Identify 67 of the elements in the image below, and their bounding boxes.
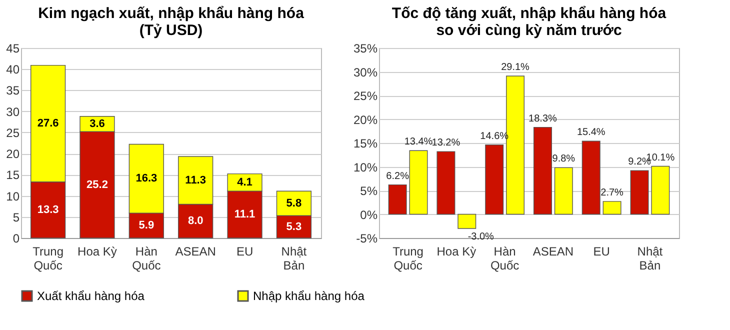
x-tick-label: Hoa Kỳ bbox=[78, 244, 117, 258]
data-label: -3.0% bbox=[468, 232, 494, 242]
data-label: 29.1% bbox=[501, 62, 530, 74]
x-tick-label: EU bbox=[593, 244, 610, 258]
data-label: 2.7% bbox=[600, 187, 624, 198]
data-label: 16.3 bbox=[136, 172, 158, 185]
legend-label: Nhập khẩu hàng hóa bbox=[253, 289, 365, 303]
y-tick-label: 25 bbox=[6, 126, 20, 140]
data-label: 5.3 bbox=[286, 220, 302, 233]
y-tick-label: 10% bbox=[353, 160, 378, 174]
y-tick-label: 20% bbox=[353, 112, 378, 127]
bar bbox=[602, 201, 622, 215]
data-label: 5.8 bbox=[286, 197, 302, 210]
data-label: 11.1 bbox=[234, 208, 256, 221]
x-tick-label: ASEAN bbox=[175, 244, 216, 258]
y-tick-label: 0% bbox=[360, 208, 378, 222]
data-label: 3.6 bbox=[90, 118, 105, 130]
y-tick-label: 25% bbox=[353, 89, 378, 103]
y-tick-label: 10 bbox=[6, 189, 20, 204]
data-label: 15.4% bbox=[576, 127, 606, 138]
data-label: 18.3% bbox=[528, 113, 558, 124]
x-tick-label: Nhật Bản bbox=[281, 244, 308, 272]
y-tick-label: 0 bbox=[12, 232, 20, 246]
chart-title: Kim ngạch xuất, nhập khẩu hàng hóa (Tỷ USD) bbox=[38, 5, 305, 39]
bar bbox=[554, 167, 573, 215]
y-tick-label: 5% bbox=[360, 184, 378, 198]
data-label: 13.3 bbox=[37, 204, 59, 216]
data-label: 25.2 bbox=[86, 178, 108, 191]
bar bbox=[409, 150, 428, 215]
y-tick-label: 30% bbox=[353, 65, 378, 80]
y-tick-label: 15 bbox=[6, 168, 20, 182]
data-label: 4.1 bbox=[237, 176, 252, 188]
y-tick-label: 5 bbox=[12, 210, 20, 224]
x-tick-label: Hoa Kỳ bbox=[436, 244, 476, 258]
data-label: 6.2% bbox=[386, 170, 410, 182]
data-label: 9.8% bbox=[552, 154, 576, 165]
y-tick-label: 35% bbox=[353, 42, 378, 56]
y-tick-label: 40 bbox=[6, 62, 20, 77]
x-tick-label: Nhật Bản bbox=[637, 244, 664, 272]
data-label: 11.3 bbox=[185, 174, 206, 186]
y-tick-label: 35 bbox=[6, 84, 20, 98]
data-label: 27.6 bbox=[37, 118, 59, 130]
bar bbox=[485, 144, 504, 215]
y-tick-label: 15% bbox=[353, 136, 378, 150]
bar bbox=[651, 166, 670, 215]
x-tick-label: ASEAN bbox=[532, 244, 574, 258]
bar bbox=[582, 140, 600, 215]
x-tick-label: Hàn Quốc bbox=[490, 244, 520, 272]
x-tick-label: Trung Quốc bbox=[32, 244, 64, 272]
bar bbox=[458, 214, 476, 229]
y-tick-label: 30 bbox=[6, 104, 20, 119]
bar bbox=[533, 126, 552, 215]
legend-label: Xuất khẩu hàng hóa bbox=[37, 289, 145, 303]
y-tick-label: 20 bbox=[6, 147, 20, 162]
x-tick-label: Hàn Quốc bbox=[132, 244, 161, 272]
chart-title: Tốc độ tăng xuất, nhập khẩu hàng hóa so với cùng kỳ năm trước bbox=[392, 5, 667, 39]
y-tick-label: 45 bbox=[6, 42, 20, 56]
y-tick-label: -5% bbox=[356, 232, 378, 246]
bar bbox=[630, 170, 649, 215]
data-label: 5.9 bbox=[138, 220, 154, 232]
x-tick-label: EU bbox=[236, 244, 254, 258]
x-tick-label: Trung Quốc bbox=[392, 244, 424, 272]
data-label: 13.4% bbox=[404, 136, 433, 148]
data-label: 13.2% bbox=[432, 138, 460, 149]
bar bbox=[436, 151, 456, 215]
bar bbox=[388, 184, 407, 215]
data-label: 8.0 bbox=[188, 215, 204, 228]
